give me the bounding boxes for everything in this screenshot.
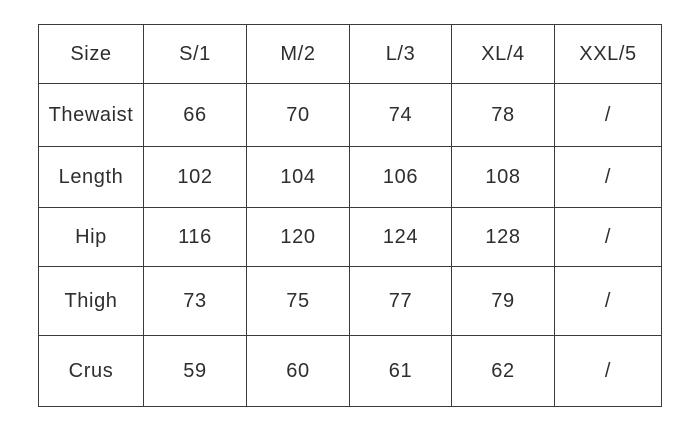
- table-cell: 73: [143, 266, 247, 336]
- table-row-thigh: Thigh 73 75 77 79 /: [38, 266, 662, 336]
- table-cell: 116: [143, 207, 247, 267]
- table-row-length: Length 102 104 106 108 /: [38, 146, 662, 208]
- table-cell: /: [554, 335, 662, 407]
- table-cell: 106: [349, 146, 452, 208]
- table-cell: 77: [349, 266, 452, 336]
- table-cell: /: [554, 266, 662, 336]
- table-cell: /: [554, 146, 662, 208]
- header-cell-s1: S/1: [143, 24, 247, 84]
- table-cell: 66: [143, 83, 247, 147]
- table-row-hip: Hip 116 120 124 128 /: [38, 207, 662, 267]
- table-cell: 60: [246, 335, 350, 407]
- row-label: Crus: [38, 335, 144, 407]
- table-cell: 108: [451, 146, 555, 208]
- table-cell: 79: [451, 266, 555, 336]
- table-cell: 59: [143, 335, 247, 407]
- table-cell: /: [554, 207, 662, 267]
- table-cell: 75: [246, 266, 350, 336]
- table-cell: 62: [451, 335, 555, 407]
- row-label: Length: [38, 146, 144, 208]
- table-cell: 124: [349, 207, 452, 267]
- table-row-thewaist: Thewaist 66 70 74 78 /: [38, 83, 662, 147]
- header-row: Size S/1 M/2 L/3 XL/4 XXL/5: [38, 24, 662, 84]
- row-label: Hip: [38, 207, 144, 267]
- table-cell: /: [554, 83, 662, 147]
- table-cell: 74: [349, 83, 452, 147]
- table-row-crus: Crus 59 60 61 62 /: [38, 335, 662, 407]
- table-cell: 70: [246, 83, 350, 147]
- header-cell-xl4: XL/4: [451, 24, 555, 84]
- table-cell: 102: [143, 146, 247, 208]
- header-cell-size: Size: [38, 24, 144, 84]
- table-cell: 120: [246, 207, 350, 267]
- size-chart: Size S/1 M/2 L/3 XL/4 XXL/5 Thewaist 66 …: [38, 24, 662, 407]
- header-cell-l3: L/3: [349, 24, 452, 84]
- table-cell: 128: [451, 207, 555, 267]
- table-cell: 78: [451, 83, 555, 147]
- row-label: Thigh: [38, 266, 144, 336]
- header-cell-xxl5: XXL/5: [554, 24, 662, 84]
- size-chart-table: Size S/1 M/2 L/3 XL/4 XXL/5 Thewaist 66 …: [38, 24, 662, 407]
- row-label: Thewaist: [38, 83, 144, 147]
- header-cell-m2: M/2: [246, 24, 350, 84]
- table-cell: 104: [246, 146, 350, 208]
- table-cell: 61: [349, 335, 452, 407]
